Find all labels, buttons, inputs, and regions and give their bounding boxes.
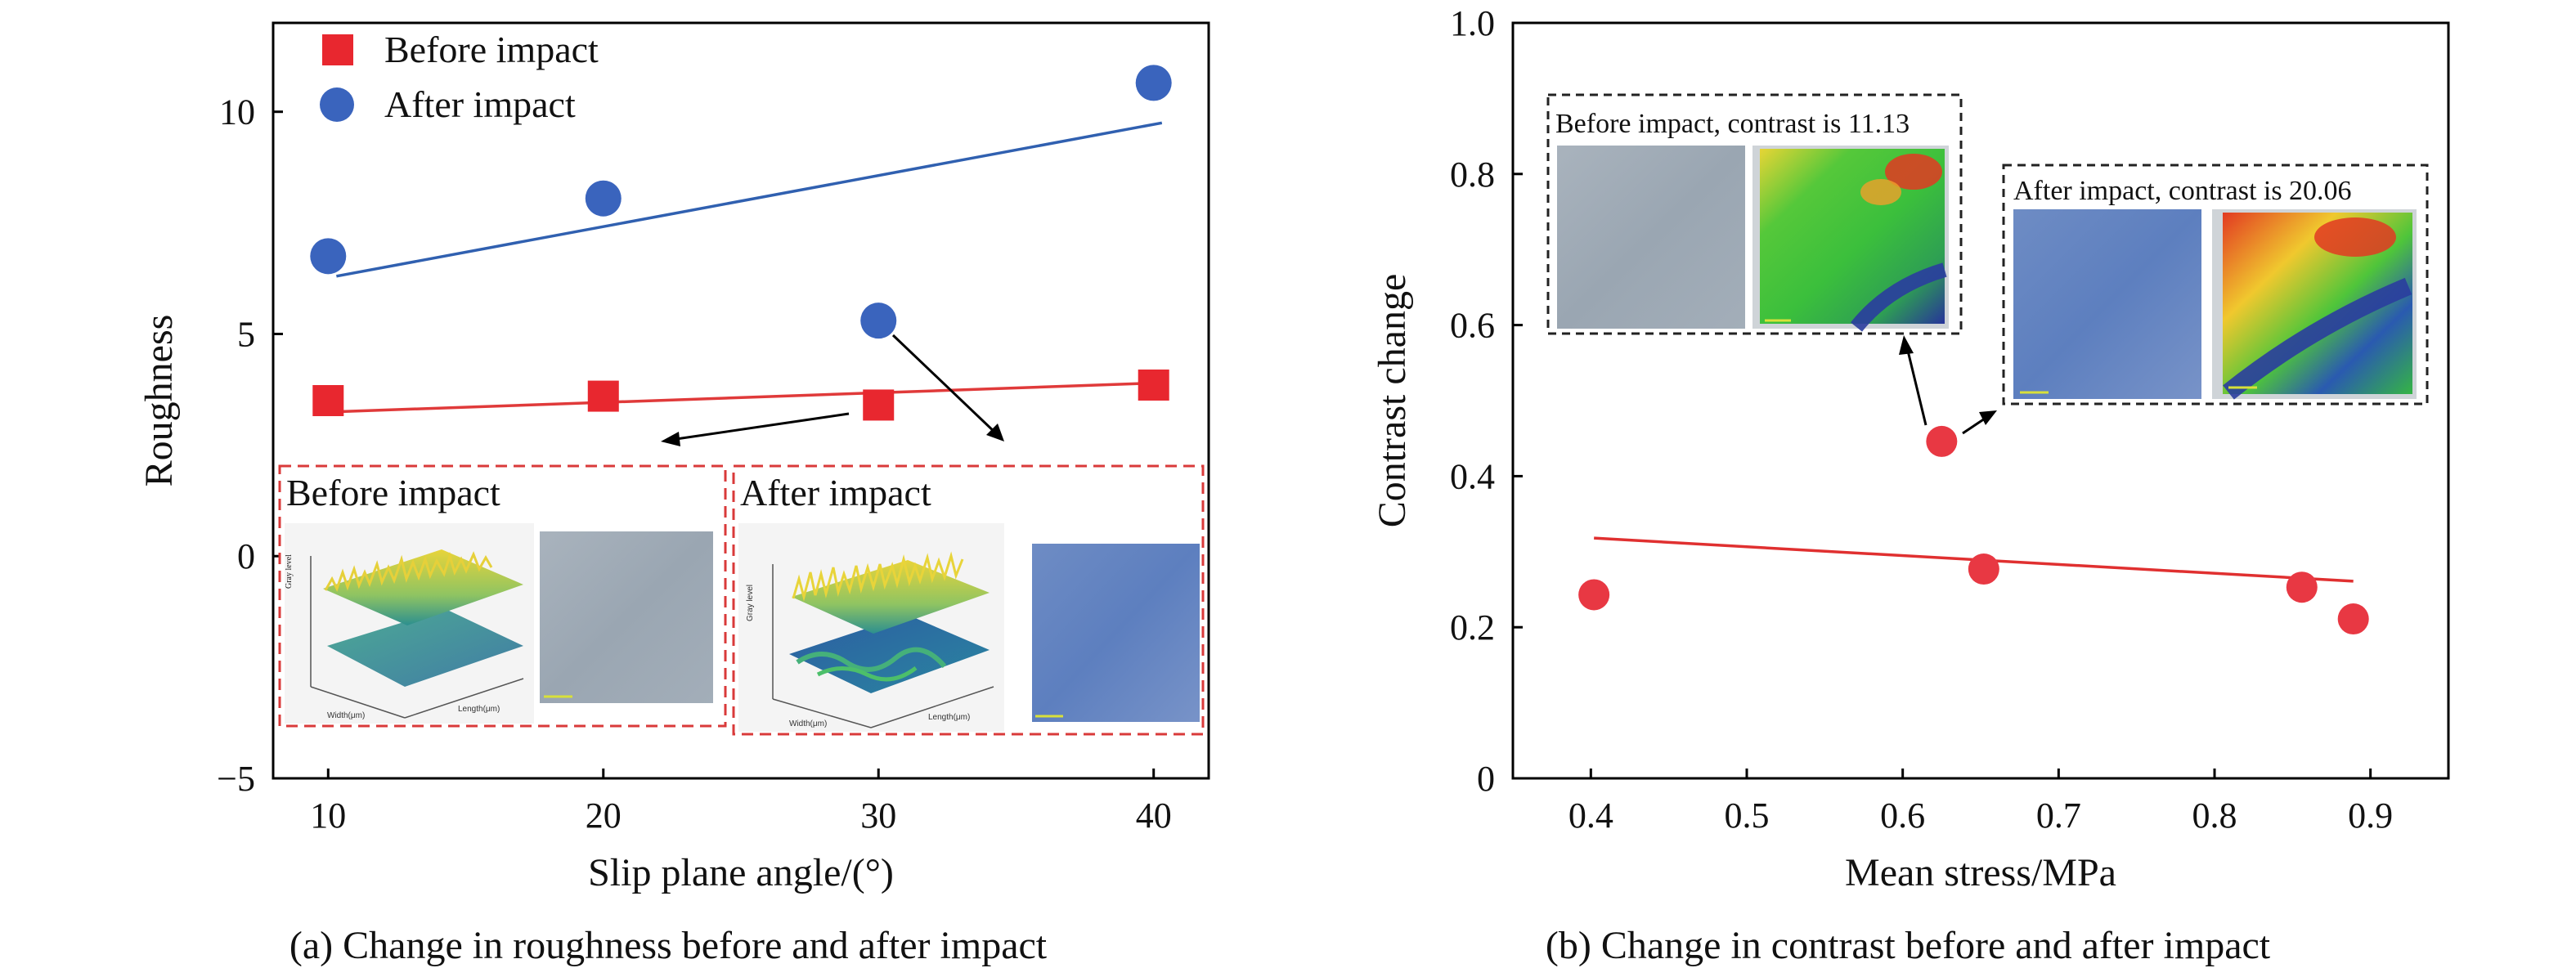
inset-before-impact-b: Before impact, contrast is 11.13 [1546,93,1963,335]
arrows-a [661,334,1004,446]
y-tick-label-b: 0 [1477,759,1495,799]
legend-a: Before impact After impact [320,29,599,125]
legend-marker-after [320,87,354,122]
x-tick-label-b: 0.5 [1725,795,1770,836]
arrows-b [1899,335,1997,435]
data-point-a [860,303,897,339]
y-tick-label-a: −5 [217,759,255,799]
data-point-a [1135,65,1172,101]
sample-photo-before [540,531,713,703]
x-tick-label-b: 0.6 [1880,795,1925,836]
y-tick-label-a: 5 [237,314,255,354]
surface-ylabel-after: Width(μm) [789,719,827,728]
x-tick-label-a: 40 [1136,795,1172,836]
x-tick-label-b: 0.4 [1568,795,1613,836]
surface-xlabel-before: Length(μm) [458,705,500,714]
data-point-a [312,385,344,416]
axis-ticks-b: 0.4 0.5 0.6 0.7 0.8 0.9 0 0.2 0.4 0.6 0.8 1.0 [1450,3,2393,836]
caption-a: (a) Change in roughness before and after… [289,924,1048,967]
surface-plot-after: Gray level Width(μm) Length(μm) [738,523,1004,732]
x-tick-label-b: 0.9 [2348,795,2393,836]
inset-after-impact-b: After impact, contrast is 20.06 [2002,164,2429,406]
y-tick-label-b: 0.2 [1450,607,1495,648]
axis-ticks-a: 10 20 30 40 −5 0 5 10 [217,92,1172,836]
surface-xlabel-after: Length(μm) [928,713,970,722]
inset-before-label-a: Before impact [286,472,500,513]
y-axis-label-b: Contrast change [1371,274,1414,528]
inset-after-label-a: After impact [740,472,931,513]
inset-before-label-b: Before impact, contrast is 11.13 [1555,109,1910,139]
x-tick-label-a: 20 [586,795,622,836]
y-axis-label-a: Roughness [137,315,181,487]
data-point-b [1926,425,1958,457]
surface-zlabel-after: Gray level [746,585,755,621]
surface-zlabel-before: Gray level [285,554,294,589]
legend-label-after: After impact [384,83,576,125]
x-tick-label-a: 10 [310,795,346,836]
data-point-a [587,380,619,412]
x-axis-label-b: Mean stress/MPa [1845,851,2116,894]
x-tick-label-b: 0.7 [2036,795,2081,836]
x-axis-label-a: Slip plane angle/(°) [588,851,894,894]
data-point-a [585,180,622,217]
x-tick-label-a: 30 [860,795,896,836]
data-points-b [1578,425,2369,635]
legend-marker-before [322,34,353,65]
y-tick-label-b: 0.4 [1450,456,1495,496]
data-point-a [863,389,895,421]
panel-b: 0.4 0.5 0.6 0.7 0.8 0.9 0 0.2 0.4 0.6 0.8 1.0 Befor… [1371,3,2450,967]
data-points-a [310,65,1172,421]
sample-photo-before-b [1557,146,1745,329]
sample-photo-after [1032,544,1200,722]
data-point-b [2337,603,2369,635]
sample-photo-after-b [2013,209,2201,399]
legend-label-before: Before impact [384,29,599,70]
x-tick-label-b: 0.8 [2192,795,2237,836]
surface-plot-before: Gray level Width(μm) Length(μm) [285,523,534,724]
data-point-b [1968,553,1999,585]
inset-after-label-b: After impact, contrast is 20.06 [2013,176,2352,206]
fit-line-a-1 [336,121,1163,278]
fit-lines-a [336,121,1163,414]
y-tick-label-b: 0.8 [1450,155,1495,195]
y-tick-label-a: 10 [219,92,255,132]
y-tick-label-a: 0 [237,536,255,576]
data-point-b [2286,571,2318,603]
caption-b: (b) Change in contrast before and after … [1546,924,2271,967]
inset-after-impact-a: After impact Gray level Width(μm) Length… [732,464,1205,736]
surface-ylabel-before: Width(μm) [327,711,365,720]
y-tick-label-b: 1.0 [1450,3,1495,43]
fit-line-a-0 [336,381,1162,414]
plot-area-b [1511,21,2450,780]
y-tick-label-b: 0.6 [1450,306,1495,346]
data-point-a [1138,369,1169,401]
plot-area-a [272,21,1210,780]
data-point-a [310,238,347,275]
panel-a: 10 20 30 40 −5 0 5 10 Before impact Gray level … [137,21,1210,967]
inset-before-impact-a: Before impact Gray level Width(μm) Lengt… [278,464,727,728]
data-point-b [1578,579,1610,611]
